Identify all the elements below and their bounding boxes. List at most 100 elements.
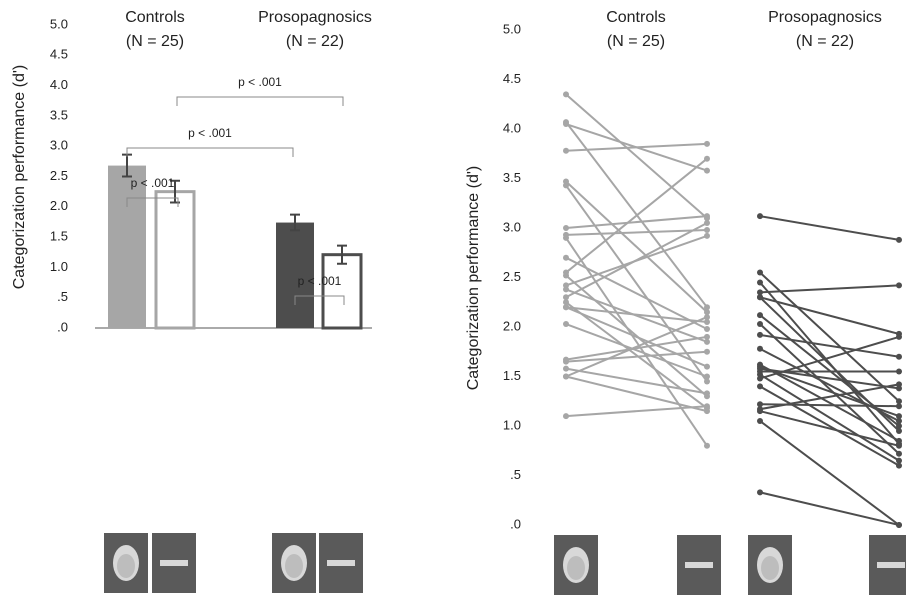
face-point xyxy=(563,299,569,306)
object-point xyxy=(896,403,902,410)
object-point xyxy=(896,353,902,360)
object-point xyxy=(704,378,710,385)
stimulus-image xyxy=(554,535,598,595)
object-point xyxy=(704,338,710,345)
face-point xyxy=(563,373,569,380)
y-tick-label: 2.0 xyxy=(50,198,68,213)
y-tick-label: 4.0 xyxy=(503,120,521,135)
face-point xyxy=(757,363,763,370)
face-point xyxy=(563,413,569,420)
face-point xyxy=(563,286,569,293)
significance-bracket xyxy=(126,147,294,157)
subject-line xyxy=(565,375,708,413)
y-tick-label: 3.0 xyxy=(503,219,521,234)
y-tick-label: 3.5 xyxy=(503,170,521,185)
subject-line xyxy=(759,333,900,358)
subject-line xyxy=(565,323,708,378)
object-point xyxy=(704,348,710,355)
face-point xyxy=(757,289,763,296)
object-point xyxy=(896,450,902,457)
y-tick-label: .5 xyxy=(510,467,521,482)
bar xyxy=(154,190,196,330)
face-point xyxy=(757,401,763,408)
subject-line xyxy=(565,93,708,219)
subject-line xyxy=(759,347,900,422)
face-point xyxy=(757,331,763,338)
object-point xyxy=(704,363,710,370)
object-point xyxy=(896,333,902,340)
object-point xyxy=(896,236,902,243)
group-n: (N = 25) xyxy=(126,33,184,50)
subject-line xyxy=(759,335,900,380)
stimulus-image xyxy=(677,535,721,595)
face-point xyxy=(563,304,569,311)
object-point xyxy=(704,442,710,449)
object-point xyxy=(896,442,902,449)
object-point xyxy=(704,333,710,340)
object-point xyxy=(896,282,902,289)
subject-line xyxy=(565,301,708,409)
object-point xyxy=(704,325,710,332)
y-tick-label: 1.0 xyxy=(50,259,68,274)
object-point xyxy=(704,309,710,316)
y-tick-label: 2.0 xyxy=(503,318,521,333)
subject-line xyxy=(565,157,708,274)
object-point xyxy=(704,408,710,415)
face-point xyxy=(757,345,763,352)
object-point xyxy=(704,226,710,233)
y-tick-label: 4.5 xyxy=(503,71,521,86)
y-axis-label: Categorization performance (d') xyxy=(465,166,482,391)
object-point xyxy=(704,403,710,410)
face-point xyxy=(757,375,763,382)
y-tick-label: 1.0 xyxy=(503,417,521,432)
group-label: Controls xyxy=(125,9,185,26)
object-point xyxy=(704,314,710,321)
subject-line xyxy=(565,306,708,368)
object-point xyxy=(704,167,710,174)
subject-line xyxy=(565,367,708,395)
stimulus-image xyxy=(272,533,316,593)
y-tick-label: 4.5 xyxy=(50,47,68,62)
stimulus-image xyxy=(104,533,148,593)
face-point xyxy=(563,147,569,154)
object-point xyxy=(896,423,902,429)
object-point xyxy=(896,381,902,388)
stimulus-image xyxy=(319,533,363,593)
face-point xyxy=(757,312,763,319)
object-point xyxy=(896,457,902,464)
y-tick-label: 5.0 xyxy=(503,21,521,36)
subject-line xyxy=(565,405,708,418)
y-tick-label: 3.5 xyxy=(50,107,68,122)
subject-line xyxy=(565,222,708,299)
y-tick-label: 1.5 xyxy=(50,229,68,244)
subject-line xyxy=(759,410,900,447)
stimulus-image xyxy=(869,535,906,595)
subject-line xyxy=(759,284,900,294)
y-tick-label: .0 xyxy=(510,516,521,531)
subject-line xyxy=(565,228,708,236)
object-point xyxy=(704,390,710,397)
subject-line xyxy=(565,335,708,361)
group-label: Prosopagnosics xyxy=(258,9,372,26)
bar xyxy=(108,165,146,328)
object-point xyxy=(704,319,710,326)
y-axis-label: Categorization performance (d') xyxy=(11,65,28,290)
significance-bracket xyxy=(176,96,344,106)
subject-line xyxy=(565,237,708,447)
subject-line xyxy=(759,420,900,526)
object-point xyxy=(896,522,902,528)
object-point xyxy=(704,155,710,162)
significance-label: p < .001 xyxy=(188,126,232,140)
object-point xyxy=(704,304,710,311)
object-point xyxy=(896,413,902,420)
stimulus-image xyxy=(152,533,196,593)
face-point xyxy=(757,321,763,328)
face-point xyxy=(563,121,569,128)
subject-line xyxy=(565,350,708,363)
significance-label: p < .001 xyxy=(238,75,282,89)
y-tick-label: 2.5 xyxy=(50,168,68,183)
subject-line xyxy=(759,271,900,402)
subject-line xyxy=(565,180,708,313)
face-point xyxy=(757,383,763,390)
y-tick-label: 2.5 xyxy=(503,269,521,284)
